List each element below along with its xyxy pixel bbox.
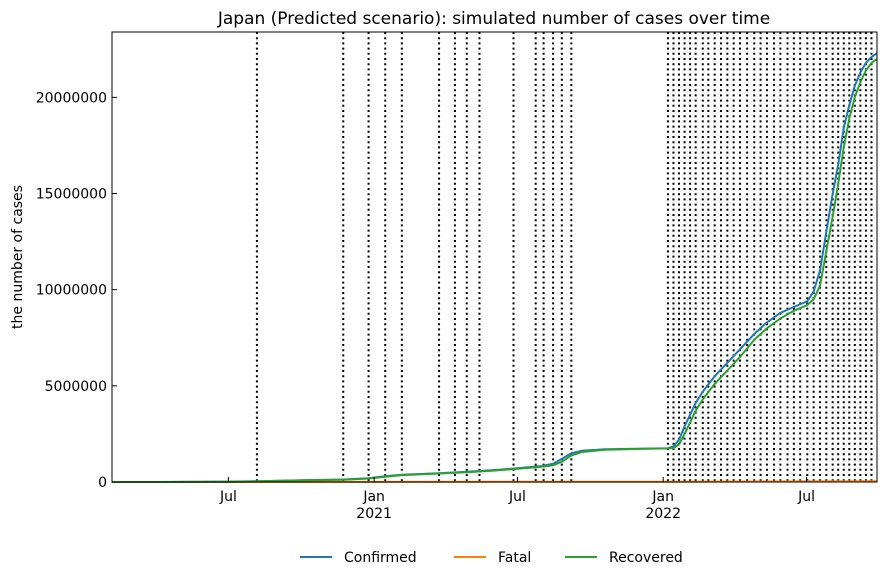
series-lines: [112, 52, 878, 483]
y-tick-label: 5000000: [45, 379, 107, 395]
y-axis-label: the number of cases: [10, 185, 26, 329]
y-tick-label: 0: [98, 475, 107, 491]
y-tick-label: 10000000: [36, 283, 107, 299]
y-tick-label: 15000000: [36, 187, 107, 203]
x-tick-year-label: 2022: [645, 506, 681, 522]
series-line-confirmed: [112, 52, 878, 483]
legend-label-confirmed: Confirmed: [344, 550, 417, 566]
x-tick-label: Jul: [219, 489, 237, 505]
x-tick-label: Jan: [651, 489, 674, 505]
x-tick-label: Jul: [797, 489, 815, 505]
x-tick-year-label: 2021: [356, 506, 392, 522]
series-line-recovered: [112, 58, 878, 483]
chart-title: Japan (Predicted scenario): simulated nu…: [217, 9, 770, 29]
x-tick-label: Jan: [362, 489, 385, 505]
y-axis-ticks: 0 5000000 10000000 15000000 20000000: [36, 90, 117, 491]
legend-label-fatal: Fatal: [498, 550, 531, 566]
change-date-lines: [255, 32, 873, 482]
legend-label-recovered: Recovered: [609, 550, 683, 566]
y-tick-label: 20000000: [36, 90, 107, 106]
plot-frame: [111, 31, 878, 483]
legend: Confirmed Fatal Recovered: [300, 550, 683, 566]
x-tick-label: Jul: [508, 489, 526, 505]
